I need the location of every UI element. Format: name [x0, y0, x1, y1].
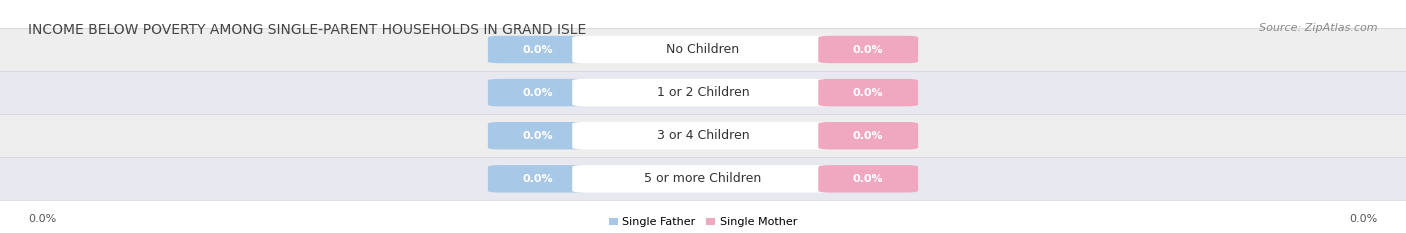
- Legend: Single Father, Single Mother: Single Father, Single Mother: [609, 217, 797, 227]
- FancyBboxPatch shape: [488, 122, 588, 149]
- Text: 0.0%: 0.0%: [28, 214, 56, 224]
- Bar: [0, 28, 1406, 71]
- Bar: [0, 157, 1406, 200]
- Text: 0.0%: 0.0%: [853, 131, 883, 141]
- FancyBboxPatch shape: [818, 36, 918, 63]
- FancyBboxPatch shape: [818, 122, 918, 149]
- FancyBboxPatch shape: [488, 79, 588, 106]
- Text: 3 or 4 Children: 3 or 4 Children: [657, 129, 749, 142]
- FancyBboxPatch shape: [572, 79, 834, 106]
- Text: 1 or 2 Children: 1 or 2 Children: [657, 86, 749, 99]
- Text: 5 or more Children: 5 or more Children: [644, 172, 762, 185]
- Text: 0.0%: 0.0%: [523, 88, 553, 98]
- Text: INCOME BELOW POVERTY AMONG SINGLE-PARENT HOUSEHOLDS IN GRAND ISLE: INCOME BELOW POVERTY AMONG SINGLE-PARENT…: [28, 23, 586, 37]
- FancyBboxPatch shape: [818, 79, 918, 106]
- FancyBboxPatch shape: [818, 165, 918, 192]
- Text: 0.0%: 0.0%: [853, 88, 883, 98]
- Text: 0.0%: 0.0%: [853, 45, 883, 55]
- FancyBboxPatch shape: [572, 122, 834, 149]
- Text: 0.0%: 0.0%: [1350, 214, 1378, 224]
- Text: 0.0%: 0.0%: [853, 174, 883, 184]
- Text: 0.0%: 0.0%: [523, 174, 553, 184]
- Text: Source: ZipAtlas.com: Source: ZipAtlas.com: [1260, 23, 1378, 33]
- Text: 0.0%: 0.0%: [523, 45, 553, 55]
- Bar: [0, 114, 1406, 157]
- FancyBboxPatch shape: [572, 165, 834, 192]
- FancyBboxPatch shape: [488, 36, 588, 63]
- Text: 0.0%: 0.0%: [523, 131, 553, 141]
- FancyBboxPatch shape: [572, 36, 834, 63]
- Bar: [0, 71, 1406, 114]
- Text: No Children: No Children: [666, 43, 740, 56]
- FancyBboxPatch shape: [488, 165, 588, 192]
